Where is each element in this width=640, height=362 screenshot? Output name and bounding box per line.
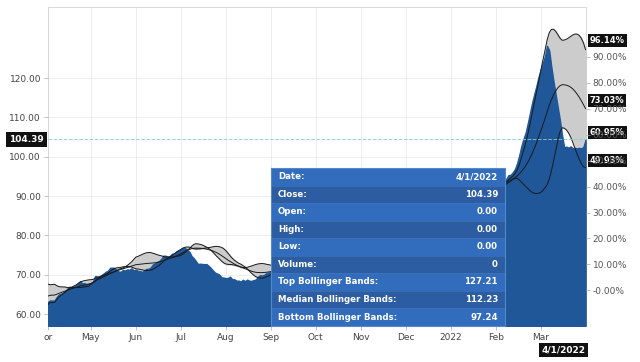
Bar [271, 291, 505, 308]
Text: Date:: Date: [278, 172, 305, 181]
Text: Bottom Bollinger Bands:: Bottom Bollinger Bands: [278, 312, 397, 321]
Bar [271, 186, 505, 203]
Text: Low:: Low: [278, 243, 301, 252]
Text: 0: 0 [492, 260, 498, 269]
Bar [271, 238, 505, 256]
Bar [271, 308, 505, 326]
Text: 0.00: 0.00 [477, 225, 498, 234]
Bar [271, 273, 505, 291]
Text: 127.21: 127.21 [465, 278, 498, 286]
Text: 60.95%: 60.95% [590, 128, 625, 137]
Text: 4/1/2022: 4/1/2022 [541, 345, 586, 354]
Text: Volume:: Volume: [278, 260, 317, 269]
Text: Close:: Close: [278, 190, 308, 199]
Text: 96.14%: 96.14% [590, 36, 625, 45]
Bar [271, 168, 505, 186]
Text: 112.23: 112.23 [465, 295, 498, 304]
Text: 97.24: 97.24 [470, 312, 498, 321]
Bar [271, 221, 505, 238]
Text: Open:: Open: [278, 207, 307, 216]
Bar [271, 203, 505, 221]
Text: 104.39: 104.39 [465, 190, 498, 199]
Text: Top Bollinger Bands:: Top Bollinger Bands: [278, 278, 378, 286]
Text: 0.00: 0.00 [477, 243, 498, 252]
Text: 104.39: 104.39 [9, 135, 44, 144]
Text: Median Bollinger Bands:: Median Bollinger Bands: [278, 295, 397, 304]
Text: 4/1/2022: 4/1/2022 [456, 172, 498, 181]
Text: High:: High: [278, 225, 304, 234]
Text: 73.03%: 73.03% [590, 96, 625, 105]
Bar [271, 256, 505, 273]
Text: 49.93%: 49.93% [590, 156, 625, 165]
Text: 0.00: 0.00 [477, 207, 498, 216]
